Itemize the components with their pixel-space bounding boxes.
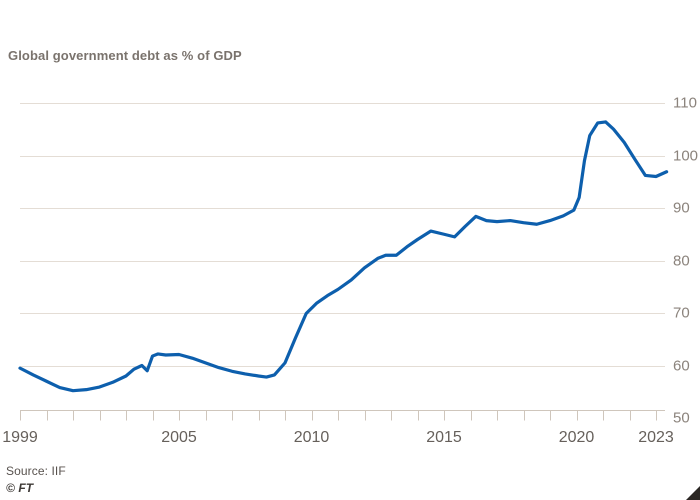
gridlines (20, 102, 665, 368)
line-chart-plot: 50 60 70 80 90 100 110 1999 2005 2010 2015 2020 202… (2, 94, 698, 446)
source-note: Source: IIF (6, 464, 66, 478)
page-title: Global government debt as % of GDP (8, 48, 242, 63)
x-tickmarks (19, 410, 658, 421)
y-axis-tick-label: 90 (673, 199, 690, 216)
corner-triangle-mark (686, 486, 700, 500)
y-axis-tick-label: 110 (673, 94, 697, 111)
x-axis-labels: 1999 2005 2010 2015 2020 2023 (2, 429, 674, 446)
y-axis-tick-label: 80 (673, 252, 690, 269)
x-axis-tick-label: 2023 (638, 429, 674, 446)
x-axis-tick-label: 2005 (161, 429, 197, 446)
y-axis-tick-label: 100 (673, 147, 698, 164)
x-axis-tick-label: 2020 (559, 429, 595, 446)
y-axis-tick-label: 70 (673, 304, 690, 321)
x-axis-tick-label: 2010 (294, 429, 330, 446)
y-axis-tick-label: 50 (673, 409, 690, 426)
x-axis-tick-label: 1999 (2, 429, 38, 446)
y-axis-tick-label: 60 (673, 357, 690, 374)
y-axis-labels: 50 60 70 80 90 100 110 (673, 94, 698, 426)
x-axis-tick-label: 2015 (426, 429, 462, 446)
ft-credit: © FT (6, 481, 34, 495)
data-series-line (18, 120, 669, 393)
